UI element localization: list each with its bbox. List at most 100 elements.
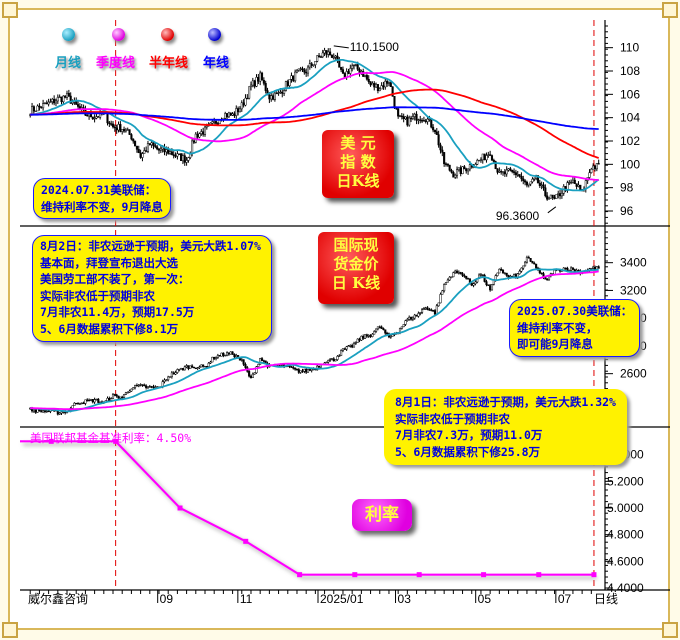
candle-body	[457, 272, 460, 274]
candle-body	[481, 274, 484, 276]
candle-body	[406, 116, 409, 126]
rate-point	[243, 538, 249, 544]
candle-body	[34, 409, 37, 413]
candle-body	[141, 384, 144, 386]
candle-body	[352, 64, 356, 67]
candle-body	[262, 80, 265, 84]
candle-body	[428, 309, 431, 311]
candle-body	[205, 365, 208, 368]
candle-body	[260, 72, 264, 81]
candle-body	[299, 68, 302, 70]
x-tick-label: 2025/01	[320, 592, 364, 606]
candle-body	[435, 305, 438, 315]
note-fed-2024: 2024.07.31美联储： 维持利率不变，9月降息	[33, 178, 171, 219]
candle-body	[216, 123, 219, 125]
candle-body	[538, 182, 541, 186]
y-tick-label: 96	[620, 204, 634, 218]
candle-body	[573, 179, 576, 184]
candle-body	[45, 102, 48, 105]
candle-body	[154, 386, 157, 389]
candle-body	[148, 143, 151, 146]
candle-body	[154, 145, 157, 148]
candle-body	[452, 171, 455, 178]
candle-body	[196, 367, 199, 369]
candle-body	[424, 120, 427, 122]
candle-body	[577, 184, 580, 187]
rate-point	[177, 505, 183, 511]
candle-body	[360, 335, 363, 341]
candle-body	[503, 272, 506, 275]
candle-body	[226, 113, 229, 118]
candle-body	[330, 54, 333, 58]
candle-body	[349, 68, 352, 74]
candle-body	[367, 78, 370, 82]
candle-body	[273, 92, 276, 100]
candle-body	[32, 106, 35, 112]
candle-body	[373, 331, 376, 335]
candle-body	[389, 336, 392, 338]
candle-body	[95, 116, 98, 119]
candle-body	[216, 355, 219, 358]
candle-body	[257, 77, 260, 82]
candle-body	[419, 312, 422, 314]
candle-body	[238, 358, 241, 361]
candle-body	[336, 356, 339, 360]
candle-body	[413, 113, 416, 117]
candle-body	[36, 409, 39, 413]
candle-body	[501, 269, 505, 274]
candle-body	[358, 69, 361, 73]
candle-body	[367, 335, 370, 337]
candle-body	[524, 261, 527, 267]
y-tick-label: 3400	[620, 256, 647, 270]
candle-body	[233, 354, 236, 358]
candle-body	[43, 102, 46, 105]
candle-body	[233, 113, 236, 116]
y-tick-label: 4.4000	[607, 581, 644, 595]
candle-body	[409, 316, 413, 320]
candle-body	[277, 92, 280, 94]
candle-body	[511, 170, 514, 172]
note-line: 7月非农11.4万，预期17.5万	[40, 305, 195, 319]
candle-body	[181, 368, 184, 371]
note-line: 即可能9月降息	[517, 337, 593, 351]
candle-body	[404, 116, 407, 120]
stamp-line: 美 元	[340, 134, 376, 152]
candle-body	[463, 166, 466, 170]
candle-body	[172, 372, 175, 375]
candle-body	[152, 142, 155, 146]
candle-body	[529, 181, 532, 185]
candle-body	[483, 274, 486, 282]
candle-body	[62, 95, 65, 102]
legend-quarter-ma: 季度线	[96, 56, 136, 71]
high-price-label: 110.1500	[350, 40, 399, 54]
candle-body	[522, 178, 525, 182]
candle-body	[58, 412, 61, 415]
candle-body	[439, 144, 442, 151]
candle-body	[571, 179, 574, 183]
stamp-line: 货金价	[333, 255, 379, 273]
candle-body	[505, 169, 508, 175]
candle-body	[380, 326, 383, 329]
candle-body	[564, 267, 567, 270]
note-line: 8月2日：非农远逊于预期，美元大跌1.07%	[40, 239, 261, 253]
candle-body	[560, 193, 563, 197]
candle-body	[485, 155, 488, 161]
note-aug1: 8月1日：非农远逊于预期，美元大跌1.32% 实际非农低于预期非农 7月非农7.…	[384, 389, 627, 465]
candle-body	[400, 326, 403, 329]
candle-body	[389, 82, 392, 87]
candle-body	[363, 334, 367, 339]
candle-body	[249, 375, 253, 378]
legend-half-year-ma: 半年线	[149, 56, 189, 71]
candle-body	[411, 116, 414, 119]
candle-body	[237, 108, 240, 113]
candle-body	[435, 131, 438, 135]
stamp-line: 指 数	[340, 153, 376, 171]
candle-body	[275, 92, 278, 95]
candle-body	[478, 159, 481, 162]
candle-body	[174, 372, 177, 375]
candle-body	[533, 177, 536, 180]
candle-body	[82, 402, 85, 405]
candle-body	[47, 101, 50, 105]
